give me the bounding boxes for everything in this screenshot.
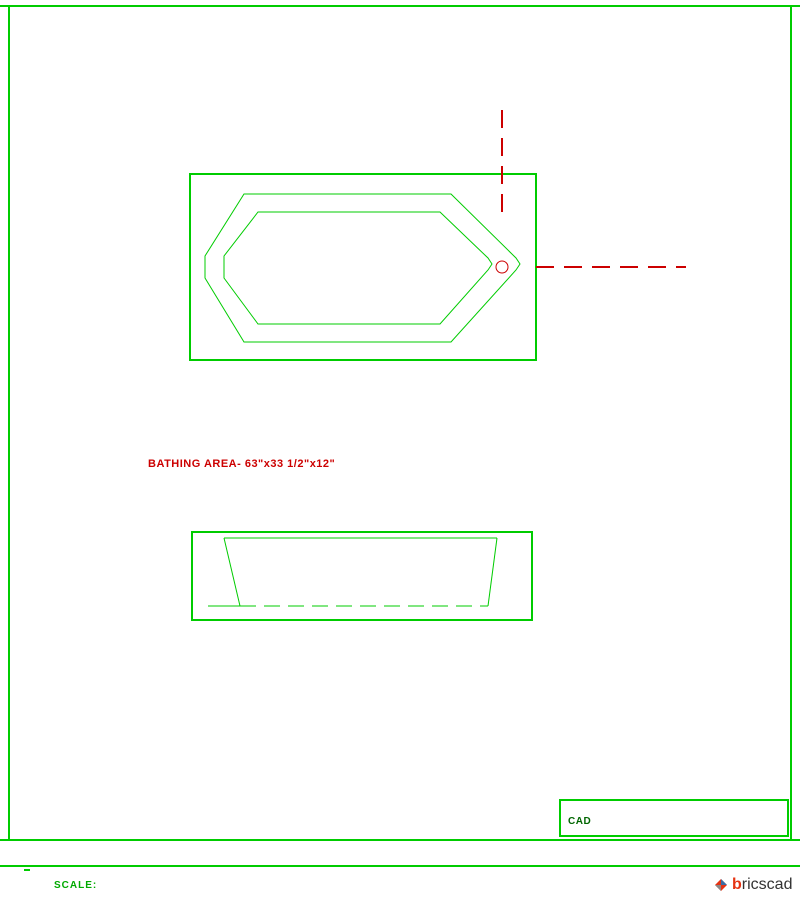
brand-text-b: b — [732, 876, 742, 893]
scale-label: SCALE: — [54, 880, 97, 891]
drawing-border — [0, 6, 800, 866]
brand-text-rest: ricscad — [742, 876, 793, 893]
brand-logo: bricscad — [714, 876, 792, 894]
cad-drawing-canvas — [0, 0, 800, 900]
title-block-label: CAD — [568, 816, 591, 827]
bathtub-plan-view — [190, 110, 686, 360]
bathtub-elevation-view — [192, 532, 532, 620]
dimension-annotation: BATHING AREA- 63"x33 1/2"x12" — [148, 458, 335, 470]
title-block — [560, 800, 788, 836]
brand-diamond-icon — [714, 878, 728, 892]
